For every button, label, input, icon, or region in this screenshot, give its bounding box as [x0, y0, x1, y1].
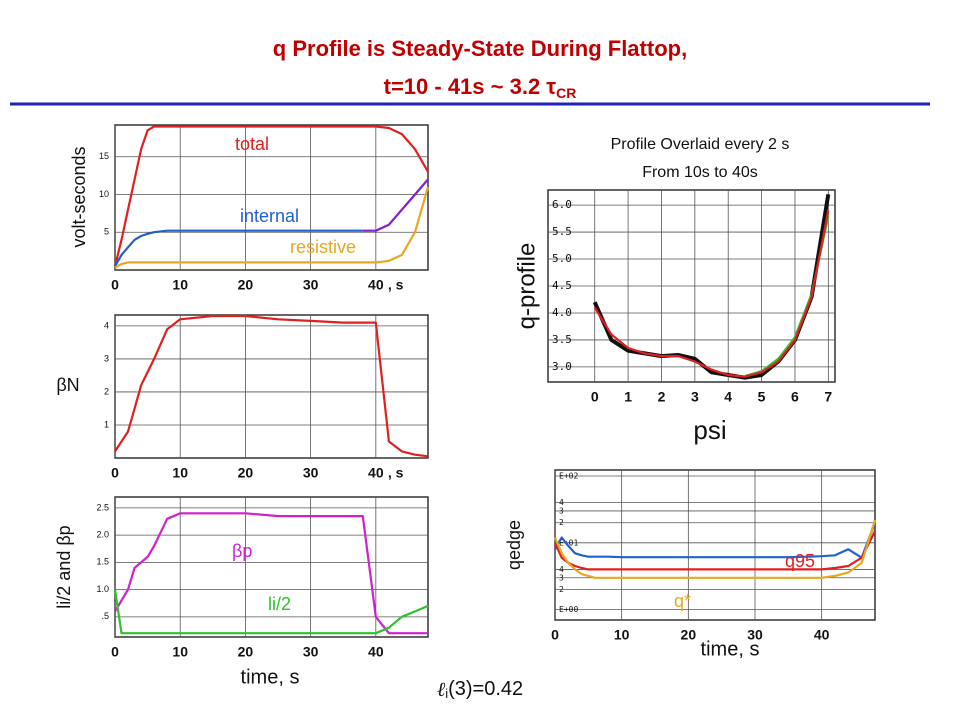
note: ℓi(3)=0.42 [437, 677, 523, 702]
y-axis-label: volt-seconds [69, 146, 89, 247]
y-tick-label: 3.5 [552, 333, 572, 346]
x-axis-label: time, s [701, 638, 760, 660]
y-axis-label: qedge [504, 520, 524, 570]
y-tick-label: 15 [99, 151, 109, 161]
plot-area [114, 124, 429, 271]
x-tick-label: 6 [791, 389, 799, 405]
series-line [113, 125, 429, 267]
series-line [114, 229, 363, 267]
series-line [554, 522, 877, 559]
series-line [113, 589, 429, 635]
series-label: resistive [290, 237, 356, 257]
chart-title: From 10s to 40s [642, 164, 758, 181]
x-axis-label: , s [388, 465, 404, 481]
y-tick-label: 1.5 [96, 557, 109, 567]
y-tick-label: 5.0 [552, 252, 572, 265]
note-sub: i [445, 686, 448, 701]
series-line [553, 530, 876, 571]
y-tick-label: 4.5 [552, 279, 572, 292]
y-tick-label: 1.0 [96, 584, 109, 594]
x-tick-label: 20 [238, 644, 254, 660]
x-tick-label: 1 [624, 389, 632, 405]
x-tick-label: 7 [824, 389, 832, 405]
slide-title: q Profile is Steady-State During Flattop… [273, 36, 687, 61]
y-tick-label: 2 [559, 585, 564, 594]
x-tick-label: 20 [238, 465, 254, 481]
series-label: li/2 [268, 594, 291, 614]
series-label: q95 [785, 551, 815, 571]
y-tick-label: 4 [559, 498, 564, 507]
series-label: βp [232, 541, 252, 561]
x-tick-label: 4 [724, 389, 732, 405]
x-tick-label: 30 [303, 277, 319, 293]
plot-area [554, 469, 876, 621]
y-tick-label: 5 [104, 227, 109, 237]
x-tick-label: 0 [551, 627, 559, 643]
x-axis-label: psi [693, 415, 726, 445]
y-tick-label: 6.0 [552, 198, 572, 211]
x-tick-label: 20 [238, 277, 254, 293]
series-line [114, 314, 429, 458]
y-tick-label: 4 [104, 320, 109, 330]
x-tick-label: 10 [614, 627, 630, 643]
series-label: q* [674, 591, 691, 611]
x-tick-label: 30 [303, 644, 319, 660]
x-axis-label: , s [388, 277, 404, 293]
series-line [114, 512, 428, 635]
chart-title: Profile Overlaid every 2 s [611, 136, 790, 153]
x-tick-label: 0 [111, 277, 119, 293]
y-tick-label: 2 [104, 386, 109, 396]
y-tick-label: 4 [559, 565, 564, 574]
series-line [593, 210, 830, 378]
y-tick-label: E+02 [559, 472, 578, 481]
series-line [114, 186, 430, 269]
series-line [553, 519, 877, 579]
series-label: internal [240, 206, 299, 226]
y-tick-label: 2.0 [96, 530, 109, 540]
x-tick-label: 30 [747, 627, 763, 643]
y-tick-label: 5.5 [552, 225, 572, 238]
x-tick-label: 30 [303, 465, 319, 481]
note-text: (3)=0.42 [448, 678, 523, 700]
plot-area [114, 496, 429, 638]
x-tick-label: 0 [111, 644, 119, 660]
y-axis-label: li/2 and βp [54, 525, 74, 608]
y-tick-label: .5 [101, 611, 109, 621]
x-tick-label: 5 [758, 389, 766, 405]
y-tick-label: 4.0 [552, 306, 572, 319]
x-tick-label: 10 [172, 644, 188, 660]
y-tick-label: 2 [559, 518, 564, 527]
x-tick-label: 3 [691, 389, 699, 405]
x-tick-label: 0 [111, 465, 119, 481]
series-label: total [235, 134, 269, 154]
y-tick-label: E+01 [559, 538, 578, 547]
x-tick-label: 40 [368, 465, 384, 481]
y-axis-label: q-profile [513, 243, 540, 330]
x-tick-label: 40 [368, 277, 384, 293]
slide-title-text: t=10 - 41s ~ 3.2 τ [384, 74, 557, 99]
x-tick-label: 2 [658, 389, 666, 405]
plot-area [114, 314, 429, 459]
y-tick-label: 3 [104, 353, 109, 363]
y-tick-label: 2.5 [96, 502, 109, 512]
slide-title: t=10 - 41s ~ 3.2 τCR [384, 74, 577, 101]
y-tick-label: E+00 [559, 605, 578, 614]
y-axis-label: βN [56, 375, 79, 395]
x-tick-label: 10 [172, 277, 188, 293]
y-tick-label: 3.0 [552, 360, 572, 373]
x-tick-label: 40 [368, 644, 384, 660]
x-axis-label: time, s [241, 666, 300, 688]
series-line [362, 178, 429, 232]
y-tick-label: 3 [559, 506, 564, 515]
slide-title-sub: CR [556, 85, 576, 101]
x-tick-label: 40 [814, 627, 830, 643]
x-tick-label: 0 [591, 389, 599, 405]
y-tick-label: 10 [99, 189, 109, 199]
y-tick-label: 1 [104, 419, 109, 429]
y-tick-label: 3 [559, 573, 564, 582]
x-tick-label: 20 [681, 627, 697, 643]
note-script: ℓ [437, 677, 446, 701]
x-tick-label: 10 [172, 465, 188, 481]
